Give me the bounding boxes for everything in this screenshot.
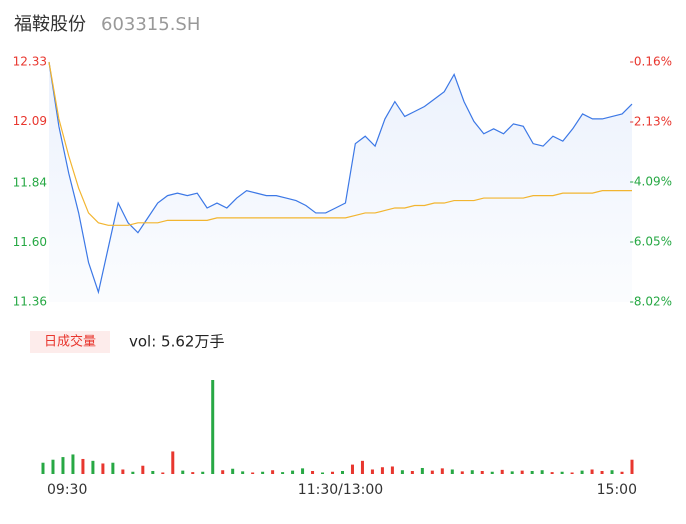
volume-bar: [490, 471, 494, 474]
volume-bar: [520, 470, 524, 474]
y-tick-label: 12.09: [13, 114, 47, 128]
y2-tick-label: -8.02%: [630, 295, 672, 309]
volume-bar: [311, 470, 315, 474]
volume-bar: [500, 469, 504, 474]
stock-name: 福鞍股份: [14, 14, 86, 35]
volume-bar: [350, 464, 354, 474]
x-tick-label: 15:00: [597, 482, 637, 498]
y-tick-label: 11.60: [13, 235, 47, 249]
volume-bar: [630, 459, 634, 474]
price-line: [48, 61, 633, 295]
avg-line: [48, 61, 632, 226]
volume-bar: [151, 470, 155, 474]
volume-bar: [241, 471, 245, 474]
volume-bar: [51, 459, 55, 474]
volume-bar: [470, 470, 474, 474]
volume-bar: [620, 471, 624, 474]
volume-bar: [221, 470, 225, 474]
volume-bar: [360, 460, 364, 474]
volume-bar: [430, 470, 434, 474]
volume-bar: [340, 470, 344, 474]
volume-bar: [71, 454, 75, 474]
volume-bar: [560, 471, 564, 474]
stock-code: 603315.SH: [101, 14, 200, 35]
volume-bar: [41, 462, 45, 474]
y-tick-label: 11.36: [13, 295, 47, 309]
volume-bar: [390, 466, 394, 474]
volume-bar: [580, 470, 584, 474]
volume-bar: [590, 469, 594, 474]
volume-bar: [380, 467, 384, 474]
volume-bar: [321, 472, 325, 474]
volume-bar: [370, 469, 374, 474]
volume-bar: [301, 468, 305, 474]
volume-bar: [181, 470, 185, 474]
volume-bar: [510, 471, 514, 474]
volume-bar: [191, 472, 195, 474]
volume-bar: [530, 470, 534, 474]
volume-bar: [91, 460, 95, 474]
volume-bar: [121, 469, 125, 474]
volume-bar: [161, 472, 165, 474]
volume-label: vol: 5.62万手: [129, 333, 224, 351]
y-tick-label: 12.33: [13, 55, 47, 69]
volume-bar: [211, 380, 215, 474]
volume-bar: [61, 457, 65, 474]
volume-bar: [171, 451, 175, 474]
y2-tick-label: -4.09%: [630, 175, 672, 189]
volume-bar: [410, 470, 414, 474]
volume-bar: [420, 467, 424, 474]
volume-bar: [400, 470, 404, 474]
y2-tick-label: -0.16%: [630, 55, 672, 69]
volume-bar: [550, 472, 554, 474]
volume-bar: [101, 463, 105, 474]
volume-bar: [141, 465, 145, 474]
y2-tick-label: -2.13%: [630, 115, 672, 129]
volume-bar: [600, 470, 604, 474]
volume-bar: [251, 472, 255, 474]
y2-tick-label: -6.05%: [630, 234, 672, 248]
x-tick-label: 09:30: [47, 482, 87, 498]
volume-bar: [331, 471, 335, 474]
badge: 日成交量: [44, 334, 96, 350]
volume-bar: [440, 468, 444, 474]
volume-bar: [450, 469, 454, 474]
volume-bar: [201, 471, 205, 474]
volume-bar: [261, 471, 265, 474]
volume-bar: [610, 470, 614, 474]
volume-bar: [291, 470, 295, 474]
volume-bar: [81, 458, 85, 474]
volume-bar: [271, 470, 275, 474]
badge-bg: [30, 331, 110, 353]
price-area: [49, 62, 632, 302]
volume-bar: [231, 468, 235, 474]
y-tick-label: 11.84: [13, 176, 47, 190]
volume-bar: [540, 470, 544, 474]
volume-bar: [460, 471, 464, 474]
volume-bar: [131, 471, 135, 474]
volume-bar: [281, 472, 285, 474]
volume-bar: [111, 462, 115, 474]
x-tick-label: 11:30/13:00: [298, 482, 383, 498]
volume-bar: [570, 472, 574, 474]
volume-bar: [480, 470, 484, 474]
